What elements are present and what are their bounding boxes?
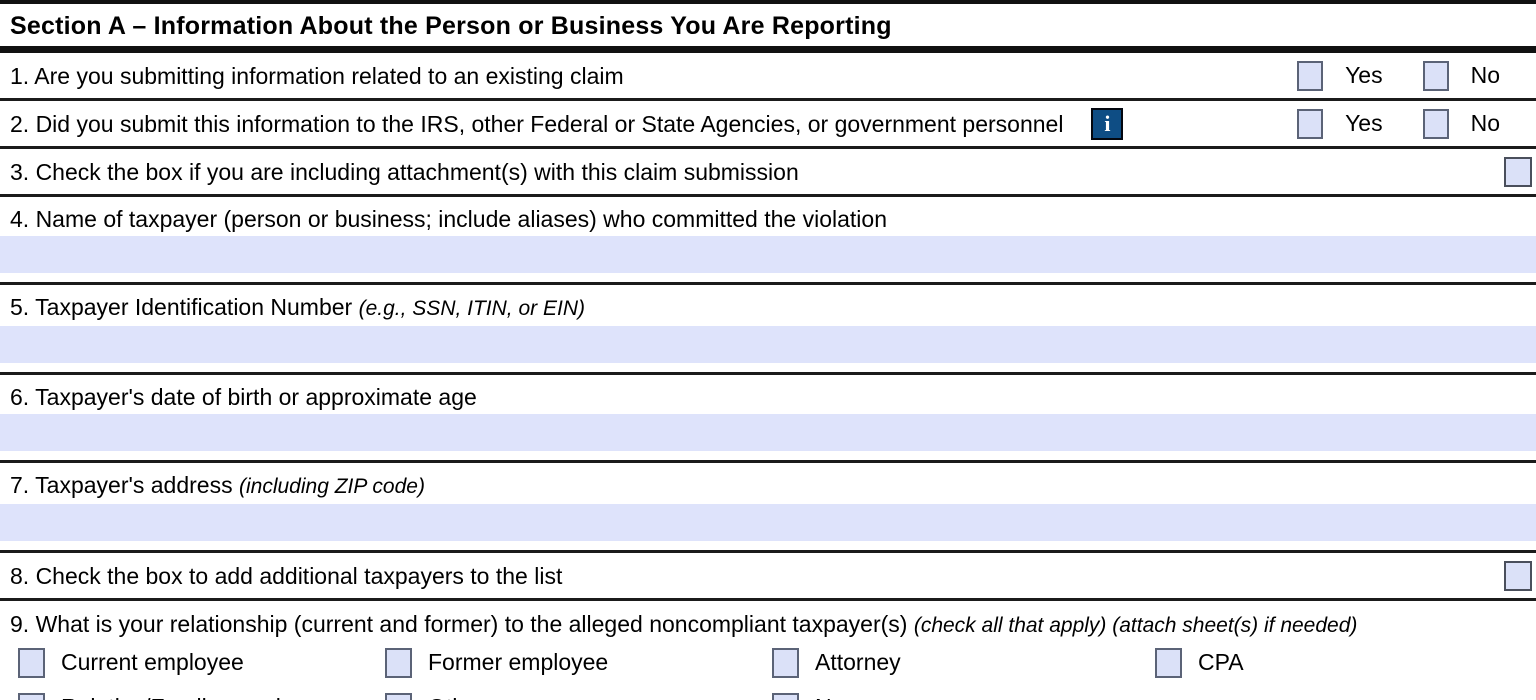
section-title: Section A – Information About the Person… bbox=[10, 12, 892, 40]
option-current-employee: Current employee bbox=[0, 642, 367, 683]
question-row-3: 3. Check the box if you are including at… bbox=[0, 149, 1536, 197]
question-9-text: 9. What is your relationship (current an… bbox=[10, 611, 908, 637]
taxpayer-dob-input[interactable] bbox=[0, 414, 1536, 451]
question-7-hint: (including ZIP code) bbox=[238, 475, 425, 498]
question-row-1: 1. Are you submitting information relate… bbox=[0, 53, 1536, 101]
question-5-label: 5. Taxpayer Identification Number (e.g.,… bbox=[0, 285, 1536, 326]
question-7-text: 7. Taxpayer's address bbox=[10, 472, 233, 498]
question-2-label: 2. Did you submit this information to th… bbox=[10, 110, 1064, 137]
question-8-label: 8. Check the box to add additional taxpa… bbox=[10, 562, 563, 589]
question-3-label: 3. Check the box if you are including at… bbox=[10, 158, 799, 185]
q1-yes-checkbox[interactable] bbox=[1297, 60, 1324, 91]
option-attorney: Attorney bbox=[754, 642, 1137, 683]
option-cpa: CPA bbox=[1137, 642, 1536, 683]
q2-yesno-group: Yes No bbox=[1297, 108, 1536, 139]
q1-yesno-group: Yes No bbox=[1297, 60, 1536, 91]
relative-family-checkbox[interactable] bbox=[18, 692, 45, 700]
question-row-7: 7. Taxpayer's address (including ZIP cod… bbox=[0, 463, 1536, 553]
relationship-options-row-1: Current employee Former employee Attorne… bbox=[0, 642, 1536, 687]
option-none: None bbox=[754, 687, 1137, 700]
taxpayer-name-input[interactable] bbox=[0, 236, 1536, 273]
option-other: Other bbox=[367, 687, 754, 700]
option-relative: Relative/Family member bbox=[0, 687, 367, 700]
taxpayer-id-input[interactable] bbox=[0, 326, 1536, 363]
question-4-label: 4. Name of taxpayer (person or business;… bbox=[10, 206, 887, 232]
additional-taxpayers-checkbox[interactable] bbox=[1504, 560, 1532, 591]
attachments-checkbox[interactable] bbox=[1504, 156, 1532, 187]
cpa-label: CPA bbox=[1198, 649, 1244, 675]
current-employee-label: Current employee bbox=[61, 649, 244, 675]
cpa-checkbox[interactable] bbox=[1155, 647, 1182, 678]
relative-family-label: Relative/Family member bbox=[61, 694, 309, 700]
attorney-checkbox[interactable] bbox=[772, 647, 799, 678]
q1-no-label: No bbox=[1470, 62, 1500, 88]
current-employee-checkbox[interactable] bbox=[18, 647, 45, 678]
question-9-label: 9. What is your relationship (current an… bbox=[0, 601, 1536, 642]
former-employee-checkbox[interactable] bbox=[385, 647, 412, 678]
none-label: None bbox=[815, 694, 870, 700]
option-empty bbox=[1137, 687, 1536, 700]
q2-no-checkbox[interactable] bbox=[1422, 108, 1449, 139]
question-row-8: 8. Check the box to add additional taxpa… bbox=[0, 553, 1536, 601]
other-checkbox[interactable] bbox=[385, 692, 412, 700]
question-9-hint: (check all that apply) (attach sheet(s) … bbox=[913, 614, 1358, 637]
other-label: Other bbox=[428, 694, 486, 700]
q2-yes-checkbox[interactable] bbox=[1297, 108, 1324, 139]
none-checkbox[interactable] bbox=[772, 692, 799, 700]
former-employee-label: Former employee bbox=[428, 649, 609, 675]
relationship-options-row-2: Relative/Family member Other None bbox=[0, 687, 1536, 700]
q1-yes-label: Yes bbox=[1345, 62, 1383, 88]
attorney-label: Attorney bbox=[815, 649, 901, 675]
question-5-text: 5. Taxpayer Identification Number bbox=[10, 294, 353, 320]
question-7-label: 7. Taxpayer's address (including ZIP cod… bbox=[0, 463, 1536, 504]
info-icon[interactable]: i bbox=[1091, 107, 1124, 140]
q2-yes-label: Yes bbox=[1345, 110, 1383, 136]
q1-no-checkbox[interactable] bbox=[1422, 60, 1449, 91]
option-former-employee: Former employee bbox=[367, 642, 754, 683]
question-5-hint: (e.g., SSN, ITIN, or EIN) bbox=[358, 297, 585, 320]
question-1-label: 1. Are you submitting information relate… bbox=[10, 62, 624, 89]
q2-no-label: No bbox=[1470, 110, 1500, 136]
question-row-2: 2. Did you submit this information to th… bbox=[0, 101, 1536, 149]
question-row-9: 9. What is your relationship (current an… bbox=[0, 601, 1536, 700]
question-row-5: 5. Taxpayer Identification Number (e.g.,… bbox=[0, 285, 1536, 375]
question-6-label: 6. Taxpayer's date of birth or approxima… bbox=[10, 384, 477, 410]
question-row-6: 6. Taxpayer's date of birth or approxima… bbox=[0, 375, 1536, 463]
section-header: Section A – Information About the Person… bbox=[0, 4, 1536, 53]
question-row-4: 4. Name of taxpayer (person or business;… bbox=[0, 197, 1536, 285]
taxpayer-address-input[interactable] bbox=[0, 504, 1536, 541]
